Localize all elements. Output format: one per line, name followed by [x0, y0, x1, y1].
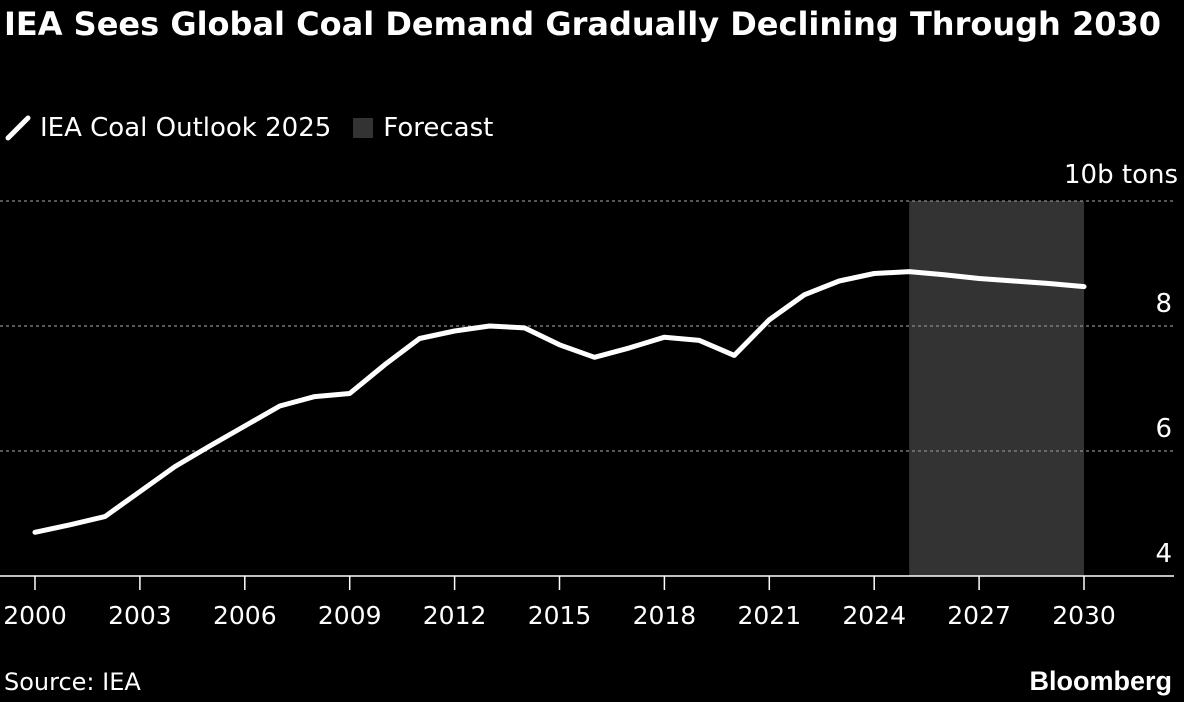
source-note: Source: IEA [4, 668, 141, 696]
bloomberg-logo: Bloomberg [1029, 666, 1172, 696]
x-axis-ticks: 2000 2003 2006 2009 2012 2015 2018 2021 2024 2027… [3, 576, 1116, 630]
legend: IEA Coal Outlook 2025 Forecast [4, 108, 515, 148]
x-tick-label: 2000 [3, 601, 67, 630]
x-tick-label: 2018 [633, 601, 697, 630]
x-tick-label: 2009 [318, 601, 382, 630]
line-swatch-icon [5, 115, 31, 141]
legend-item-series: IEA Coal Outlook 2025 [4, 113, 331, 143]
forecast-band [909, 201, 1084, 576]
x-tick-label: 2027 [947, 601, 1011, 630]
x-tick-label: 2006 [213, 601, 277, 630]
x-tick-label: 2015 [528, 601, 592, 630]
legend-item-forecast: Forecast [353, 113, 493, 143]
y-tick-label: 6 [1155, 414, 1172, 444]
legend-series-label: IEA Coal Outlook 2025 [40, 113, 332, 143]
y-unit-label: 10b tons [1064, 160, 1178, 190]
x-tick-label: 2003 [108, 601, 172, 630]
chart-title: IEA Sees Global Coal Demand Gradually De… [4, 5, 1161, 43]
legend-forecast-label: Forecast [383, 113, 494, 143]
y-tick-label: 4 [1155, 539, 1172, 569]
x-tick-label: 2012 [423, 601, 487, 630]
x-tick-label: 2024 [842, 601, 906, 630]
line-chart: 2000 2003 2006 2009 2012 2015 2018 2021 2024 2027… [0, 160, 1178, 630]
y-axis-labels: 4 6 8 [1155, 289, 1172, 569]
gridlines [0, 200, 1174, 452]
series-line-coal-outlook [32, 269, 1087, 535]
forecast-swatch-icon [353, 118, 374, 138]
x-tick-label: 2021 [737, 601, 801, 630]
y-tick-label: 8 [1155, 289, 1172, 319]
x-tick-label: 2030 [1052, 601, 1116, 630]
